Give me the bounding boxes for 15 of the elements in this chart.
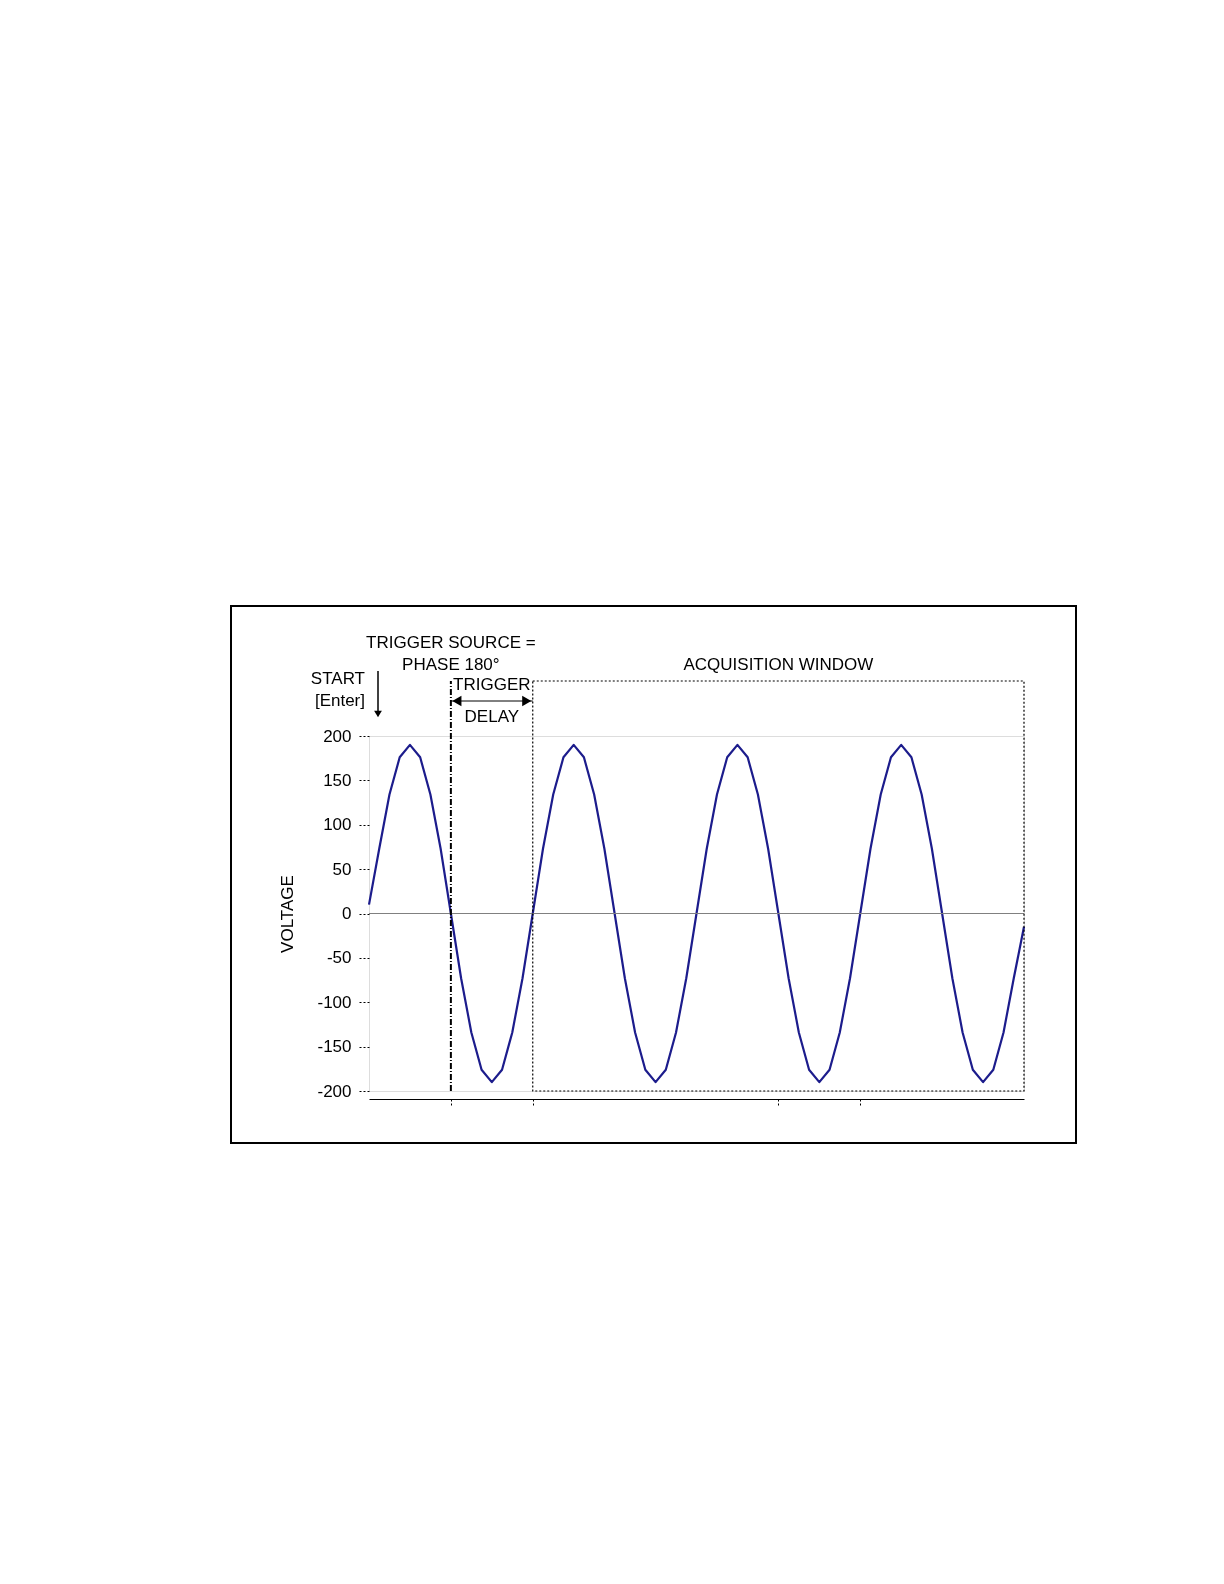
y-tick-label: -150 <box>317 1037 352 1057</box>
y-tick-label: -50 <box>326 948 352 968</box>
y-tick-label: 50 <box>332 859 352 879</box>
y-tick-label: 0 <box>342 904 352 923</box>
y-tick-label: 200 <box>323 726 352 746</box>
y-tick-label: -100 <box>317 992 352 1012</box>
y-axis-title: VOLTAGE <box>278 875 298 953</box>
y-tick-label: -200 <box>317 1081 352 1101</box>
text: TRIGGER DELAY <box>453 675 531 726</box>
y-tick-label: 100 <box>323 815 352 835</box>
line-series <box>367 743 1026 1084</box>
text: START [Enter] <box>310 669 365 710</box>
text: TRIGGER SOURCE = PHASE 180° <box>366 633 536 674</box>
text: ACQUISITION WINDOW <box>683 655 874 674</box>
y-tick-label: 150 <box>323 770 352 790</box>
